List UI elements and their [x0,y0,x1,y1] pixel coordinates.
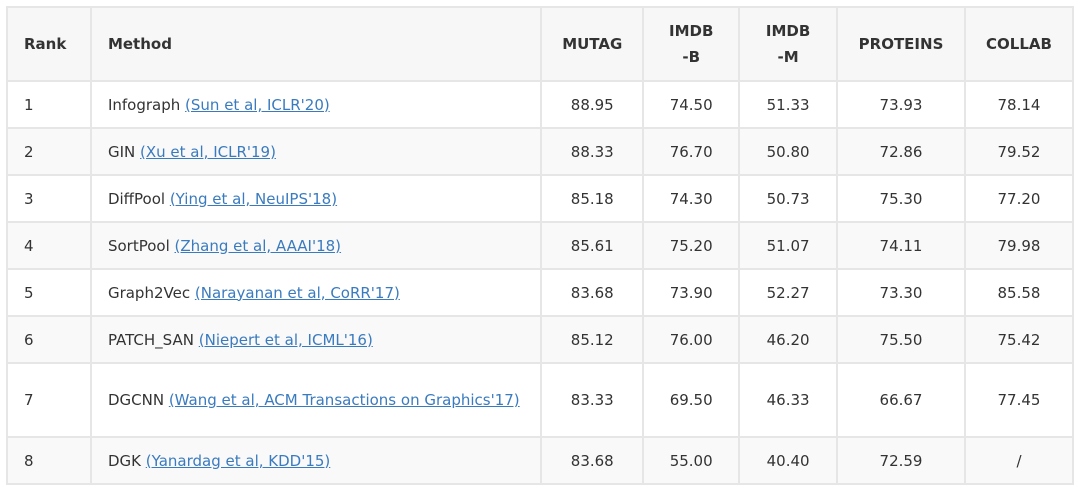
score-cell: 66.67 [836,362,966,438]
score-cell: 69.50 [642,362,741,438]
score-cell: 88.33 [540,127,645,176]
score-cell: 83.68 [540,268,645,317]
score-cell: 51.07 [738,221,839,270]
method-cell: GIN (Xu et al, ICLR'19) [89,127,543,176]
citation-link[interactable]: (Wang et al, ACM Transactions on Graphic… [168,391,520,409]
header-cell: Rank [6,6,92,82]
method-name: DiffPool [107,189,166,208]
score-cell: 73.90 [642,268,741,317]
table-row: 7 DGCNN (Wang et al, ACM Transactions on … [6,362,1075,438]
header-row: Rank Method MUTAG IMDB-B IMDB-M PROTEINS COLLA… [6,6,1075,82]
rank-cell: 6 [6,315,92,364]
score-cell: 83.33 [540,362,645,438]
table-row: 6 PATCH_SAN (Niepert et al, ICML'16) 85.12… [6,315,1075,364]
header-text: MUTAG [562,35,623,53]
table-row: 4 SortPool (Zhang et al, AAAI'18) 85.61 75.… [6,221,1075,270]
table-row: 2 GIN (Xu et al, ICLR'19) 88.33 76.70 50.80 7… [6,127,1075,176]
method-cell: Infograph (Sun et al, ICLR'20) [89,80,543,129]
method-name: DGCNN [107,391,165,409]
score-cell: 73.30 [836,268,966,317]
header-cell: MUTAG [540,6,645,82]
citation-link[interactable]: (Sun et al, ICLR'20) [185,95,330,114]
header-cell: IMDB-B [642,6,741,82]
table-header: Rank Method MUTAG IMDB-B IMDB-M PROTEINS COLLA… [6,6,1075,82]
score-cell: 88.95 [540,80,645,129]
score-cell: 74.50 [642,80,741,129]
score-cell: 50.80 [738,127,839,176]
rank-cell: 7 [6,362,92,438]
rank-cell: 4 [6,221,92,270]
method-name: Infograph [107,95,181,114]
header-text: IMDB-M [765,22,811,66]
citation-link[interactable]: (Zhang et al, AAAI'18) [174,236,342,255]
score-cell: 75.50 [836,315,966,364]
table-body: 1 Infograph (Sun et al, ICLR'20) 88.95 74.5… [6,80,1075,485]
header-cell: COLLAB [963,6,1075,82]
score-cell: 85.18 [540,174,645,223]
citation-link[interactable]: (Xu et al, ICLR'19) [140,142,276,161]
score-cell: 74.30 [642,174,741,223]
score-cell: 52.27 [738,268,839,317]
score-cell: 46.33 [738,362,839,438]
header-text: IMDB-B [668,22,714,66]
table-row: 3 DiffPool (Ying et al, NeuIPS'18) 85.18 74… [6,174,1075,223]
header-text: PROTEINS [858,35,944,53]
header-cell: PROTEINS [836,6,966,82]
table-row: 5 Graph2Vec (Narayanan et al, CoRR'17) 83.… [6,268,1075,317]
score-cell: 75.42 [963,315,1075,364]
score-cell: 73.93 [836,80,966,129]
method-name: PATCH_SAN [107,330,194,349]
score-cell: 75.20 [642,221,741,270]
rank-cell: 5 [6,268,92,317]
method-cell: SortPool (Zhang et al, AAAI'18) [89,221,543,270]
table-row: 1 Infograph (Sun et al, ICLR'20) 88.95 74.5… [6,80,1075,129]
score-cell: 40.40 [738,436,839,485]
header-text: Rank [24,35,67,53]
score-cell: 75.30 [836,174,966,223]
score-cell: 79.98 [963,221,1075,270]
score-cell: 74.11 [836,221,966,270]
score-cell: 77.20 [963,174,1075,223]
header-cell: Method [89,6,543,82]
method-cell: DGCNN (Wang et al, ACM Transactions on G… [89,362,543,438]
score-cell: 76.00 [642,315,741,364]
citation-link[interactable]: (Yanardag et al, KDD'15) [145,451,331,470]
score-cell: 51.33 [738,80,839,129]
method-name: GIN [107,142,136,161]
score-cell: 76.70 [642,127,741,176]
score-cell: 55.00 [642,436,741,485]
citation-link[interactable]: (Niepert et al, ICML'16) [198,330,373,349]
score-cell: 85.58 [963,268,1075,317]
rank-cell: 8 [6,436,92,485]
score-cell: 85.61 [540,221,645,270]
score-cell: 50.73 [738,174,839,223]
header-text: COLLAB [986,35,1052,53]
method-name: SortPool [107,236,170,255]
score-cell: 79.52 [963,127,1075,176]
rank-cell: 2 [6,127,92,176]
header-cell: IMDB-M [738,6,839,82]
score-cell: 77.45 [963,362,1075,438]
table-row: 8 DGK (Yanardag et al, KDD'15) 83.68 55.00 4… [6,436,1075,485]
method-cell: DGK (Yanardag et al, KDD'15) [89,436,543,485]
header-text: Method [107,35,172,53]
citation-link[interactable]: (Narayanan et al, CoRR'17) [194,283,400,302]
method-cell: Graph2Vec (Narayanan et al, CoRR'17) [89,268,543,317]
score-cell: 85.12 [540,315,645,364]
score-cell: 72.86 [836,127,966,176]
score-cell: 46.20 [738,315,839,364]
score-cell: / [963,436,1075,485]
rank-cell: 1 [6,80,92,129]
score-cell: 78.14 [963,80,1075,129]
method-cell: PATCH_SAN (Niepert et al, ICML'16) [89,315,543,364]
citation-link[interactable]: (Ying et al, NeuIPS'18) [169,189,338,208]
rank-cell: 3 [6,174,92,223]
score-cell: 83.68 [540,436,645,485]
score-cell: 72.59 [836,436,966,485]
method-name: Graph2Vec [107,283,191,302]
results-table: Rank Method MUTAG IMDB-B IMDB-M PROTEINS COLLA… [6,6,1075,485]
method-name: DGK [107,451,141,470]
method-cell: DiffPool (Ying et al, NeuIPS'18) [89,174,543,223]
